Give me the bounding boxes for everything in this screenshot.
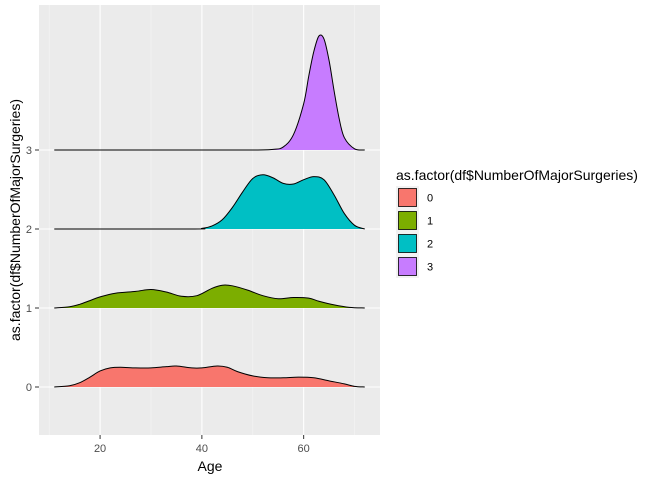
x-axis-title: Age xyxy=(198,458,223,474)
legend-label-3: 3 xyxy=(427,262,433,274)
y-axis-title: as.factor(df$NumberOfMajorSurgeries) xyxy=(7,99,23,341)
legend-label-1: 1 xyxy=(427,216,433,228)
legend-label-2: 2 xyxy=(427,239,433,251)
legend-title: as.factor(df$NumberOfMajorSurgeries) xyxy=(396,167,638,183)
ridge-area-0 xyxy=(54,366,365,387)
legend: as.factor(df$NumberOfMajorSurgeries) 0 1 2… xyxy=(396,167,638,278)
y-tick-label: 2 xyxy=(26,224,32,236)
y-tick-label: 1 xyxy=(26,303,32,315)
legend-swatch-2 xyxy=(398,234,417,253)
x-tick-label: 60 xyxy=(298,443,310,455)
legend-swatch-1 xyxy=(398,211,417,230)
ridge-outline-2 xyxy=(54,174,365,230)
y-tick-label: 3 xyxy=(26,145,32,157)
legend-swatch-0 xyxy=(398,188,417,207)
density-ridges xyxy=(54,34,365,388)
ridge-area-2 xyxy=(54,174,365,230)
y-tick-label: 0 xyxy=(26,382,32,394)
x-tick-label: 20 xyxy=(94,443,106,455)
y-axis: 0 1 2 3 xyxy=(26,145,39,394)
legend-swatch-3 xyxy=(398,257,417,276)
x-axis: 20 40 60 xyxy=(94,435,310,455)
ridge-outline-1 xyxy=(54,284,365,309)
legend-label-0: 0 xyxy=(427,193,433,205)
ridge-area-1 xyxy=(54,284,365,308)
ridge-outline-3 xyxy=(54,34,365,151)
x-tick-label: 40 xyxy=(196,443,208,455)
ridge-outline-0 xyxy=(54,365,365,388)
ridge-area-3 xyxy=(54,34,365,151)
